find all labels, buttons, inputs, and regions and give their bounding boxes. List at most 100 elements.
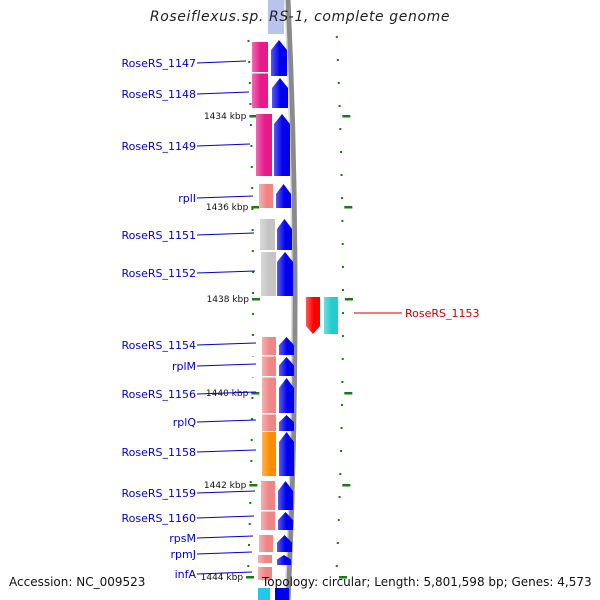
- map-title: Roseiflexus.sp. RS-1, complete genome: [149, 9, 451, 25]
- accession-label: Accession: NC_009523: [9, 575, 146, 589]
- scale-tick-right: [336, 59, 339, 61]
- gene-leader-line: [196, 449, 257, 453]
- gene-leader-line: [196, 490, 256, 494]
- scale-tick-left: [248, 544, 251, 546]
- gene-leader-line: [196, 91, 250, 95]
- cds-arrow: [278, 512, 293, 530]
- scale-tick-left: [249, 502, 252, 504]
- scale-tick-right: [337, 82, 340, 84]
- scale-tick-right: [338, 105, 341, 107]
- bar-separator: [250, 510, 280, 512]
- scale-tick-left: [251, 397, 254, 399]
- cds-arrow: [278, 481, 293, 510]
- gene-leader-line: [196, 232, 255, 236]
- scale-tick-left: [251, 187, 254, 189]
- gene-label-rosers_1158: RoseRS_1158: [122, 446, 197, 459]
- gene-label-rosers_1159: RoseRS_1159: [122, 487, 197, 500]
- scale-tick-right: [336, 542, 339, 544]
- kbp-label: 1444 kbp: [201, 573, 244, 583]
- scale-tick-right: [335, 565, 338, 567]
- gene-label-rosers_1154: RoseRS_1154: [122, 339, 197, 352]
- gene-leader-line: [196, 551, 253, 555]
- scale-tick-right: [341, 220, 344, 222]
- gene-function-bar: [259, 535, 273, 552]
- scale-tick-left: [247, 40, 250, 42]
- cds-arrow: [277, 252, 293, 296]
- top-partial-feature: [268, 0, 284, 34]
- scale-tick-right: [337, 519, 340, 521]
- gene-leader-line: [196, 571, 253, 575]
- scale-tick-right: [338, 496, 341, 498]
- scale-tick-right: [341, 312, 344, 314]
- gene-label-rosers_1148: RoseRS_1148: [122, 88, 197, 101]
- cds-arrow: [276, 184, 291, 208]
- scale-tick-left: [248, 523, 251, 525]
- scale-tick-left: [248, 82, 251, 84]
- scale-tick-left: [250, 145, 253, 147]
- kbp-tick-right: [342, 115, 351, 118]
- gene-function-bar: [259, 184, 273, 208]
- gene-function-bar: [260, 219, 275, 250]
- gene-function-bar: [262, 337, 276, 431]
- gene-leader-line: [196, 419, 257, 423]
- scale-tick-right: [341, 289, 344, 291]
- cds-arrow: [271, 40, 287, 76]
- genome-backbone: [285, 0, 298, 600]
- scale-tick-right: [341, 404, 344, 406]
- scale-tick-left: [250, 166, 253, 168]
- gene-label-rpsm: rpsM: [169, 532, 196, 545]
- scale-tick-left: [247, 565, 250, 567]
- kbp-tick-right: [342, 484, 351, 487]
- gene-label-rosers_1160: RoseRS_1160: [122, 512, 197, 525]
- scale-tick-left: [251, 208, 254, 210]
- bar-separator: [250, 72, 280, 74]
- kbp-tick: [246, 576, 255, 579]
- gene-label-rplm: rplM: [172, 360, 196, 373]
- kbp-tick-right: [344, 206, 353, 209]
- scale-tick-left: [251, 313, 254, 315]
- gene-label-infa: infA: [175, 568, 197, 581]
- gene-function-bar: [256, 114, 272, 176]
- gene-function-bar: [262, 432, 276, 476]
- gene-leader-line: [196, 535, 254, 539]
- kbp-tick: [251, 298, 260, 301]
- scale-tick-left: [248, 61, 251, 63]
- gene-leader-line: [196, 342, 257, 346]
- gene-label-rpmj: rpmJ: [171, 548, 196, 561]
- topology-label: Topology: circular; Length: 5,801,598 bp…: [262, 575, 592, 589]
- gene-leader-line: [196, 363, 257, 367]
- scale-tick-left: [249, 124, 252, 126]
- scale-tick-right: [340, 450, 342, 452]
- cds-arrow: [279, 337, 294, 355]
- cds-arrow: [279, 415, 294, 431]
- scale-tick-right: [341, 335, 344, 337]
- scale-tick-right: [340, 427, 343, 429]
- scale-tick-right: [341, 243, 344, 245]
- scale-tick-right: [341, 266, 344, 268]
- scale-tick-right: [340, 151, 343, 153]
- scale-tick-right: [335, 36, 338, 38]
- cds-arrow: [277, 555, 291, 565]
- kbp-label: 1440 kbp: [206, 389, 249, 399]
- kbp-tick-right: [344, 298, 353, 301]
- gene-label-rosers_1156: RoseRS_1156: [122, 388, 197, 401]
- scale-tick-left: [251, 334, 254, 336]
- scale-tick-right: [341, 197, 344, 199]
- bar-separator: [250, 413, 280, 415]
- cds-arrow: [277, 219, 292, 250]
- gene-label-rosers_1147: RoseRS_1147: [122, 57, 197, 70]
- kbp-tick: [249, 115, 258, 118]
- cds-arrow: [272, 78, 288, 108]
- scale-tick-left: [251, 292, 254, 294]
- bottom-partial-feature-cyan: [258, 588, 270, 600]
- gene-leader-line: [196, 195, 254, 199]
- cds-arrow: [279, 432, 294, 476]
- cds-arrow: [279, 357, 294, 376]
- scale-tick-left: [251, 250, 254, 252]
- gene-function-bar: [258, 555, 272, 563]
- kbp-label: 1434 kbp: [204, 112, 247, 122]
- scale-tick-right: [339, 473, 342, 475]
- scale-tick-right: [340, 174, 343, 176]
- kbp-tick: [251, 392, 260, 395]
